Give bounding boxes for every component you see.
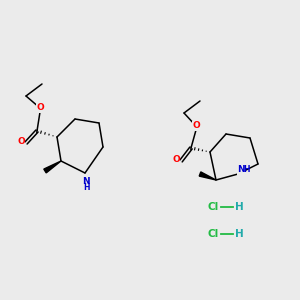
Text: O: O — [36, 103, 44, 112]
Polygon shape — [199, 172, 216, 180]
Text: O: O — [172, 155, 180, 164]
Text: O: O — [17, 137, 25, 146]
Text: H: H — [83, 184, 89, 193]
Text: H: H — [235, 202, 243, 212]
Text: N: N — [237, 166, 245, 175]
Text: O: O — [192, 122, 200, 130]
Text: H: H — [244, 166, 250, 175]
Text: N: N — [82, 178, 90, 187]
Polygon shape — [44, 161, 61, 173]
Text: H: H — [235, 229, 243, 239]
Text: Cl: Cl — [207, 202, 219, 212]
Text: Cl: Cl — [207, 229, 219, 239]
